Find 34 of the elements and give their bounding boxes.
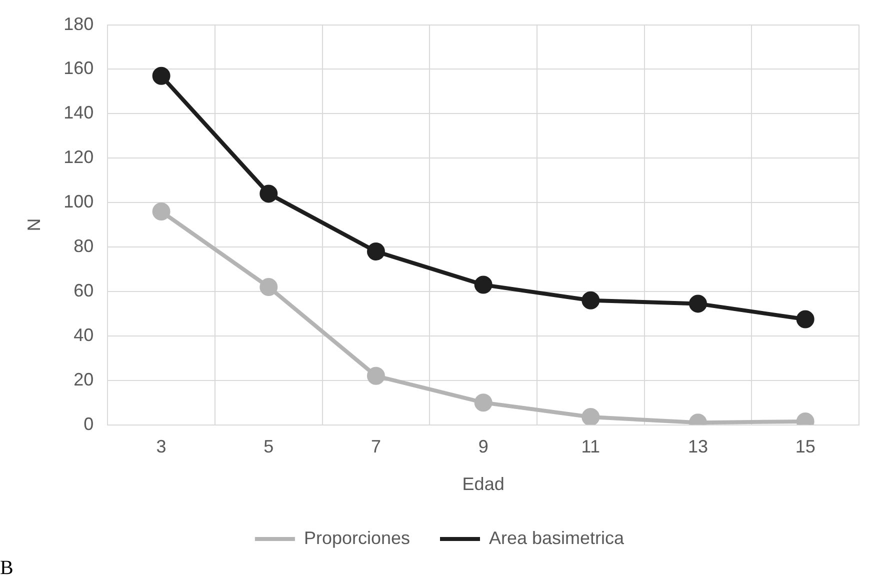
point [796, 310, 814, 328]
point [260, 184, 278, 203]
legend-label: Proporciones [304, 528, 410, 548]
x-tick-label: 11 [581, 436, 600, 457]
legend-label: Area basimetrica [489, 528, 626, 548]
point [260, 278, 278, 296]
x-tick-label: 13 [688, 436, 708, 457]
y-tick-label: 140 [64, 102, 94, 123]
point [366, 242, 385, 260]
x-tick-label: 9 [478, 436, 488, 457]
point [366, 366, 385, 385]
x-tick-label: 7 [370, 436, 381, 457]
text: B [0, 557, 14, 578]
y-axis-title: N [24, 218, 44, 232]
x-tick-label: 3 [156, 436, 166, 457]
x-tick-label: 5 [264, 436, 274, 457]
y-tick-label: 180 [64, 14, 94, 34]
y-tick-label: 100 [64, 192, 94, 212]
point [582, 408, 600, 425]
y-tick-label: 160 [64, 58, 94, 78]
y-tick-label: 80 [74, 236, 94, 256]
y-tick-label: 0 [84, 414, 94, 434]
point [152, 202, 170, 220]
y-tick-label: 40 [74, 324, 94, 345]
y-tick-label: 120 [64, 147, 94, 168]
x-tick-label: 15 [795, 436, 816, 457]
point [688, 294, 707, 313]
point [474, 394, 492, 412]
point [152, 66, 170, 85]
y-tick-label: 60 [74, 280, 94, 300]
y-tick-label: 20 [74, 369, 94, 390]
x-axis-title: Edad [462, 474, 504, 494]
point [474, 276, 492, 294]
point [582, 291, 600, 310]
